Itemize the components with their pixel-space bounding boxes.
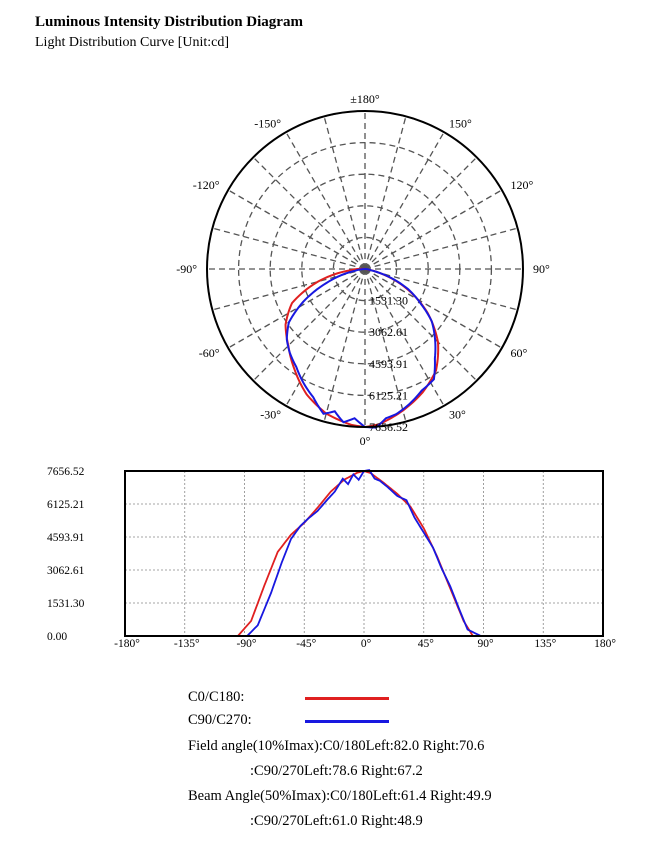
polar-spoke-150 (364, 131, 445, 270)
polar-spoke-120 (364, 189, 503, 270)
polar-angle-label: -30° (260, 407, 281, 421)
polar-spoke-105 (364, 227, 518, 270)
polar-angle-label: 0° (360, 434, 371, 448)
chart-frame (124, 470, 604, 637)
field-angle-c0: Field angle(10%Imax):C0/180Left:82.0 Rig… (188, 738, 485, 754)
y-tick-label: 6125.21 (47, 499, 85, 511)
x-tick-label: 135° (534, 638, 556, 650)
polar-radial-label: 7656.52 (369, 420, 408, 434)
polar-angle-label: 60° (510, 346, 527, 360)
polar-spoke-285 (212, 268, 366, 311)
polar-radial-label: 1531.30 (369, 294, 408, 308)
polar-radial-label: 6125.21 (369, 388, 408, 402)
legend-c90-line (305, 720, 389, 723)
page-subtitle: Light Distribution Curve [Unit:cd] (35, 35, 230, 50)
beam-angle-c0: Beam Angle(50%Imax):C0/180Left:61.4 Righ… (188, 788, 492, 804)
polar-spoke-75 (364, 268, 518, 311)
x-tick-label: 45° (418, 638, 435, 650)
x-tick-label: -90° (237, 638, 257, 650)
polar-spoke-240 (227, 189, 366, 270)
polar-angle-label: 150° (449, 117, 472, 131)
polar-angle-label: 30° (449, 407, 466, 421)
polar-outer-ring (206, 110, 524, 428)
polar-angle-label: -60° (199, 346, 220, 360)
legend-c0-line (305, 697, 389, 700)
field-angle-c90: :C90/270Left:78.6 Right:67.2 (250, 763, 423, 779)
polar-angle-label: -90° (176, 262, 197, 276)
y-tick-label: 1531.30 (47, 598, 85, 610)
polar-spoke-225 (252, 156, 366, 270)
polar-spoke-255 (212, 227, 366, 270)
x-tick-label: -135° (174, 638, 200, 650)
polar-radial-label: 4593.91 (369, 357, 408, 371)
polar-radial-label: 3062.61 (369, 325, 408, 339)
x-tick-label: 90° (477, 638, 494, 650)
y-tick-label: 0.00 (47, 631, 67, 643)
legend-c90-label: C90/C270: (188, 712, 252, 728)
polar-spoke-135 (364, 156, 478, 270)
polar-chart: 1531.30 3062.61 4593.91 6125.21 7656.52 ±180°… (176, 92, 550, 448)
y-tick-label: 4593.91 (47, 532, 85, 544)
page-title: Luminous Intensity Distribution Diagram (35, 14, 303, 30)
polar-angle-label: 120° (510, 178, 533, 192)
polar-spoke-315 (252, 268, 366, 382)
polar-spoke-345 (323, 268, 366, 422)
polar-spoke-45 (364, 268, 478, 382)
polar-spoke-165 (364, 116, 407, 270)
x-tick-label: 180° (594, 638, 616, 650)
x-tick-label: -45° (296, 638, 316, 650)
polar-spoke-300 (227, 268, 366, 349)
polar-angle-label: 90° (533, 262, 550, 276)
polar-angle-label: ±180° (350, 92, 380, 106)
polar-spoke-15 (364, 268, 407, 422)
polar-spoke-210 (285, 131, 366, 270)
beam-angle-c90: :C90/270Left:61.0 Right:48.9 (250, 813, 423, 829)
polar-spoke-60 (364, 268, 503, 349)
polar-spoke-195 (323, 116, 366, 270)
y-tick-label: 7656.52 (47, 466, 85, 478)
y-tick-label: 3062.61 (47, 565, 85, 577)
x-tick-label: -180° (114, 638, 140, 650)
legend-c0-label: C0/C180: (188, 689, 245, 705)
x-tick-label: 0° (361, 638, 372, 650)
polar-angle-label: -150° (254, 117, 281, 131)
polar-ring-4 (237, 141, 493, 397)
polar-angle-label: -120° (193, 178, 220, 192)
